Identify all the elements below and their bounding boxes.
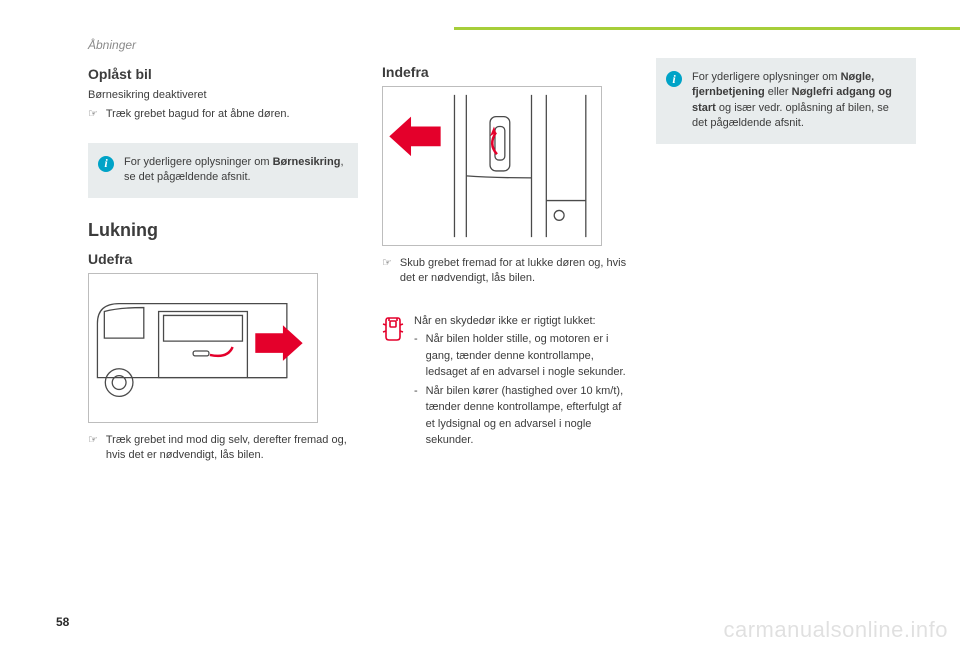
infobox-text: For yderligere oplysninger om Nøgle, fje… — [692, 70, 904, 132]
bullet-pull-handle-outside: ☞ Træk grebet ind mod dig selv, derefter… — [88, 433, 358, 464]
warning-door-ajar: Når en skydedør ikke er rigtigt lukket: … — [382, 313, 632, 449]
infobox-text: For yderligere oplysninger om Børnesikri… — [124, 155, 346, 186]
heading-closing: Lukning — [88, 220, 358, 241]
van-outside-svg — [89, 274, 317, 422]
warning-text: Når en skydedør ikke er rigtigt lukket: … — [414, 313, 632, 449]
dash: - — [414, 383, 418, 449]
breadcrumb: Åbninger — [88, 38, 358, 52]
bullet-text: Træk grebet ind mod dig selv, derefter f… — [106, 433, 358, 464]
illustration-van-outside — [88, 273, 318, 423]
page-number: 58 — [56, 615, 69, 629]
warning-item-text: Når bilen kører (hastighed over 10 km/t)… — [426, 383, 632, 449]
infobox-childlock: i For yderligere oplysninger om Børnesik… — [88, 143, 358, 198]
illustration-door-inside — [382, 86, 602, 246]
heading-unlocked-car: Oplåst bil — [88, 66, 358, 82]
bullet-open-door: ☞ Træk grebet bagud for at åbne døren. — [88, 107, 358, 122]
heading-inside: Indefra — [382, 64, 632, 80]
bullet-push-handle-inside: ☞ Skub grebet fremad for at lukke døren … — [382, 256, 632, 287]
door-ajar-icon — [382, 315, 404, 449]
infobox-key-remote: i For yderligere oplysninger om Nøgle, f… — [656, 58, 916, 144]
column-right: i For yderligere oplysninger om Nøgle, f… — [656, 38, 916, 467]
spacer — [382, 38, 632, 64]
info-icon: i — [666, 71, 682, 87]
bullet-text: Træk grebet bagud for at åbne døren. — [106, 107, 290, 122]
column-middle: Indefra — [382, 38, 632, 467]
info-icon: i — [98, 156, 114, 172]
warning-item-1: - Når bilen holder stille, og motoren er… — [414, 331, 632, 381]
warning-item-text: Når bilen holder stille, og motoren er i… — [426, 331, 632, 381]
bullet-symbol: ☞ — [382, 256, 392, 287]
dash: - — [414, 331, 418, 381]
text-childlock-deactivated: Børnesikring deaktiveret — [88, 88, 358, 103]
bullet-symbol: ☞ — [88, 107, 98, 122]
warning-intro: Når en skydedør ikke er rigtigt lukket: — [414, 313, 632, 330]
watermark: carmanualsonline.info — [723, 617, 948, 643]
column-left: Åbninger Oplåst bil Børnesikring deaktiv… — [88, 38, 358, 467]
bullet-symbol: ☞ — [88, 433, 98, 464]
page-content: Åbninger Oplåst bil Børnesikring deaktiv… — [0, 0, 960, 467]
door-inside-svg — [383, 87, 601, 245]
heading-outside: Udefra — [88, 251, 358, 267]
top-accent-bar — [454, 27, 960, 30]
bullet-text: Skub grebet fremad for at lukke døren og… — [400, 256, 632, 287]
warning-item-2: - Når bilen kører (hastighed over 10 km/… — [414, 383, 632, 449]
